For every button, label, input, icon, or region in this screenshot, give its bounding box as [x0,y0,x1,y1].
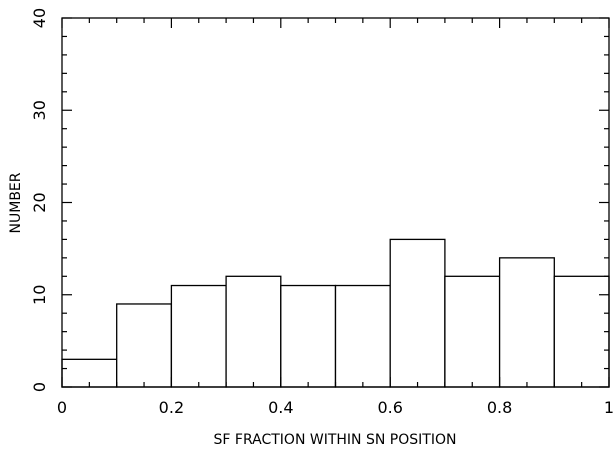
plot-frame [61,17,610,388]
histogram-bar [444,275,501,388]
histogram-bar [553,275,610,388]
histogram-bar [170,284,227,388]
y-tick-label: 40 [30,8,49,28]
y-axis-label: NUMBER [8,172,24,233]
histogram-bar [389,238,446,388]
y-tick-label: 0 [30,382,49,392]
x-tick-label: 0.6 [377,398,402,417]
x-tick-label: 0.8 [487,398,512,417]
x-tick-label: 1 [604,398,613,417]
y-tick-label: 20 [30,192,49,212]
x-tick-label: 0.2 [159,398,184,417]
histogram-bar [116,303,173,388]
histogram-bar [334,284,391,388]
y-tick-label: 30 [30,100,49,120]
y-tick-label: 10 [30,285,49,305]
histogram-bar [280,284,337,388]
x-tick-label: 0 [57,398,67,417]
x-tick-label: 0.4 [268,398,293,417]
histogram-bar [498,257,555,388]
y-tick-labels: 0 10 20 30 40 [30,8,49,392]
x-axis-label: SF FRACTION WITHIN SN POSITION [214,432,457,448]
histogram-bars [61,238,610,388]
histogram-bar [225,275,282,388]
x-tick-labels: 0 0.2 0.4 0.6 0.8 1 [57,398,613,417]
